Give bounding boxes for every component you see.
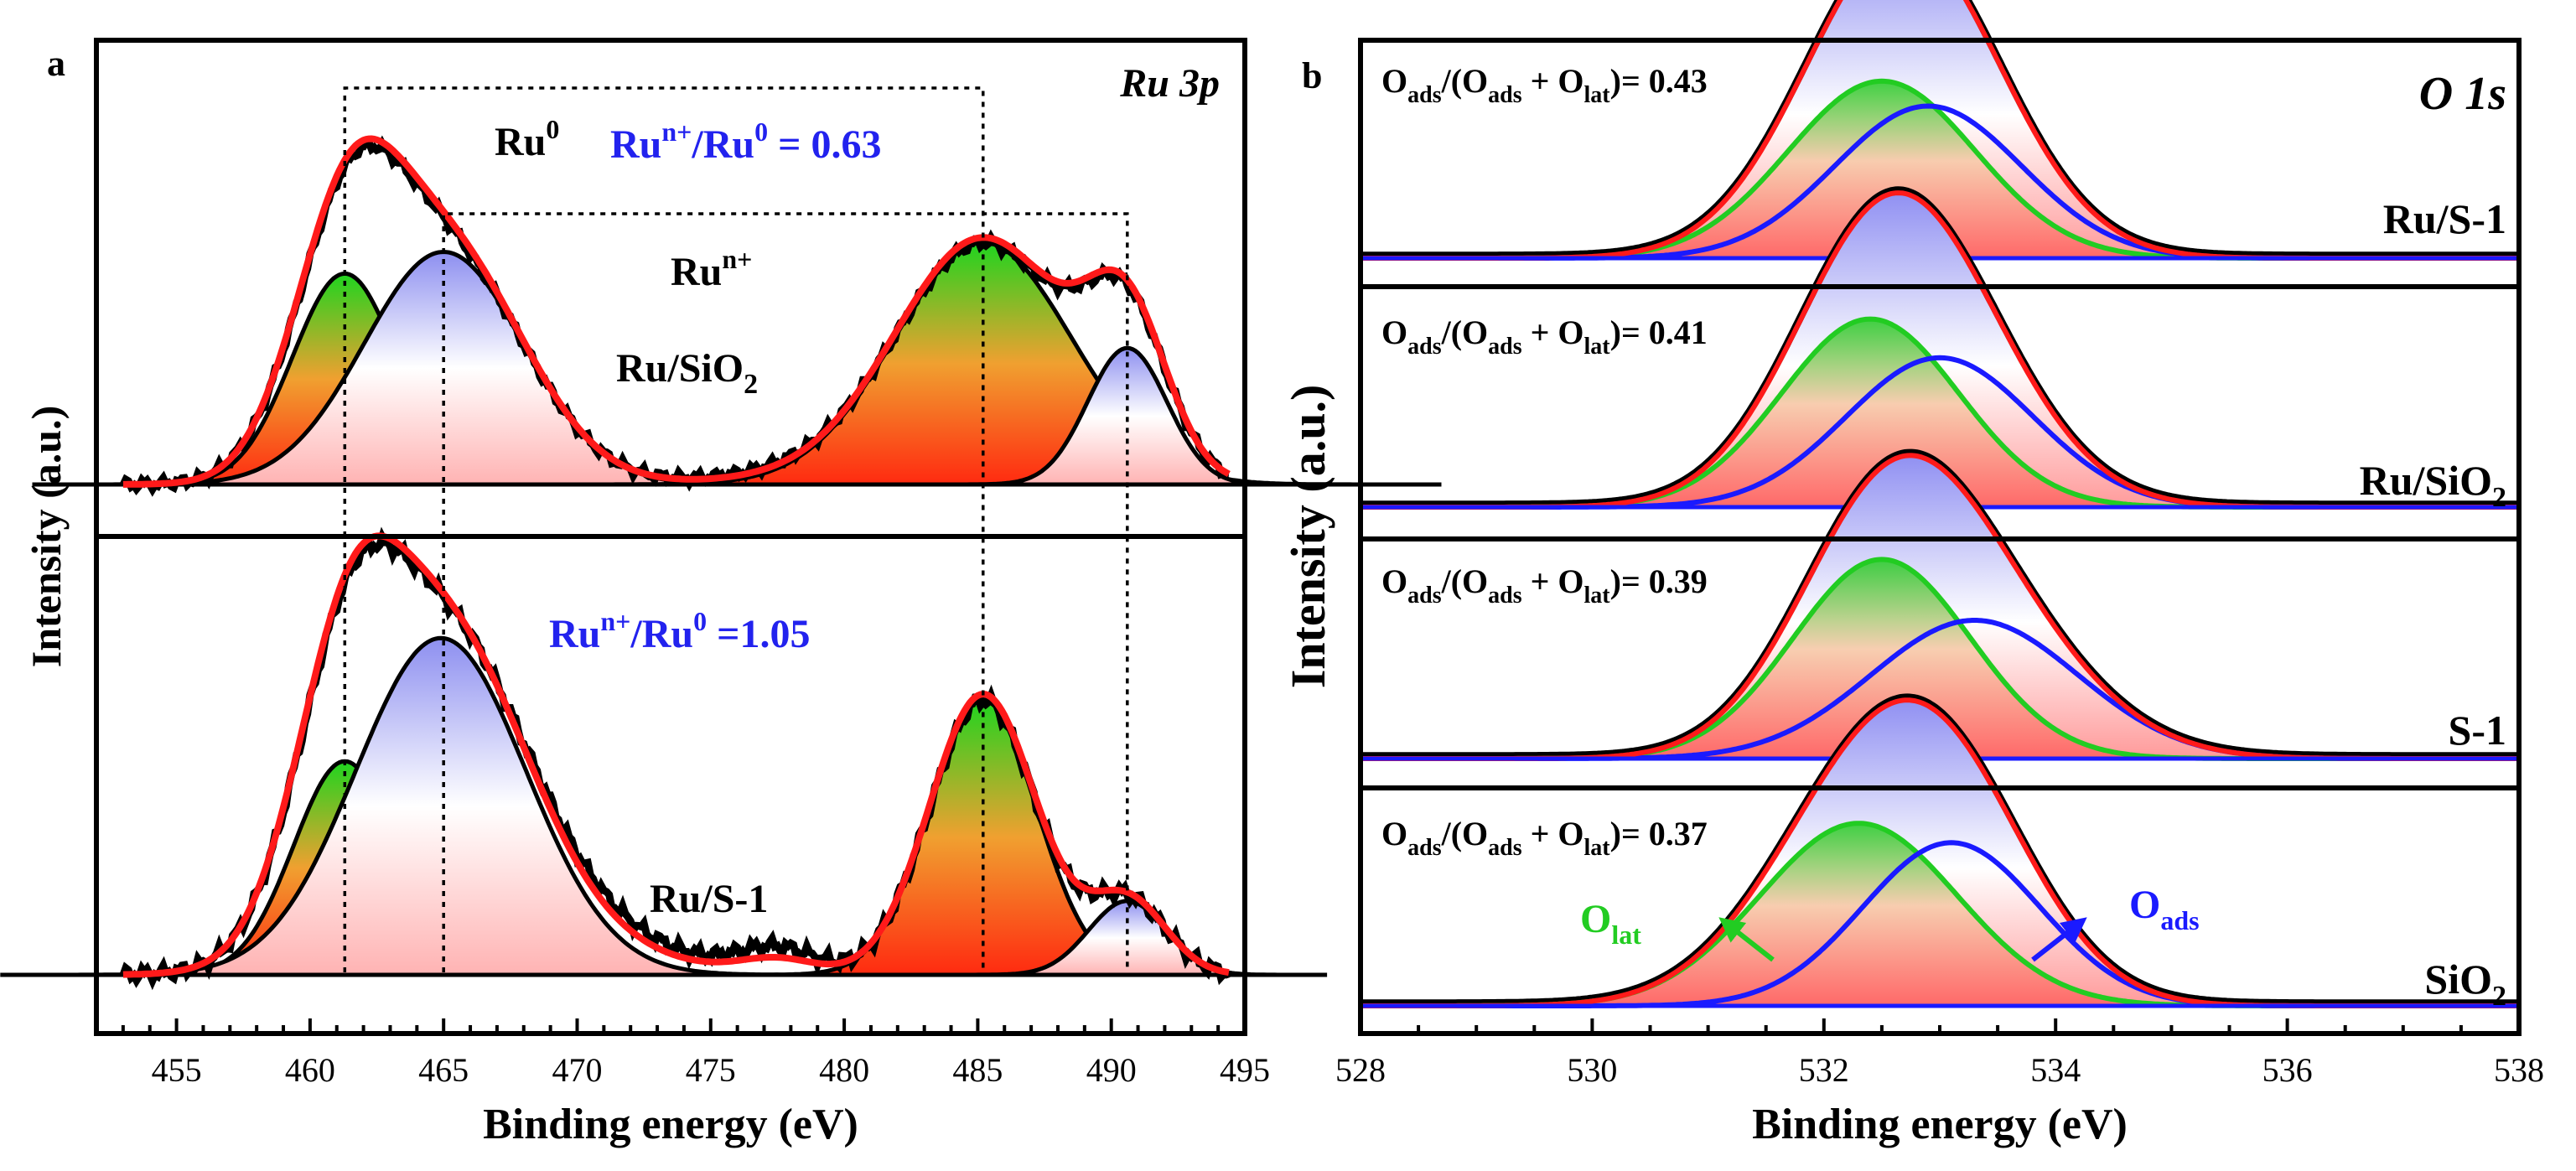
run-reference-line [442,212,1129,972]
ru0-reference-line [343,86,985,972]
o-lattice-fill [1476,80,2403,258]
ru3p-corner-label: Ru 3p [1119,61,1220,106]
o-lattice-fill [1476,559,2403,759]
x-tick-label: 530 [1567,1051,1617,1089]
ru3p-x-ticks: 455 460 465 470 475 480 485 490 495 [121,1018,1270,1089]
panel-b-letter: b [1302,55,1322,96]
x-tick-label: 465 [418,1051,469,1089]
x-tick-label: 538 [2494,1051,2544,1089]
o-lattice-fill [1476,319,2403,507]
o1s-x-ticks: 528 530 532 534 536 538 [1335,1018,2544,1089]
x-tick-label: 490 [1086,1051,1137,1089]
ru3p-reference-lines [343,86,1129,972]
o1s-labels: Oads/(Oads + Olat)= 0.43 Ru/S-1 Oads/(Oads… [1381,62,2506,1012]
upper-sample-label: Ru/SiO2 [616,346,758,400]
x-tick-label: 495 [1220,1051,1270,1089]
olat-label: Olat [1580,897,1641,950]
x-tick-label: 455 [152,1051,202,1089]
olat-arrow [1718,917,1775,962]
o1s-sample-label: Ru/SiO2 [2360,457,2506,513]
x-tick-label: 480 [819,1051,869,1089]
panel-b-x-axis-label: Binding energy (eV) [1752,1101,2128,1148]
fit-envelope-curve [122,135,1231,488]
oads-arrow [2031,917,2087,962]
lower-ratio-label: Run+/Ru0 =1.05 [549,606,810,656]
panel-b: 528 530 532 534 536 538 b O 1s Intensity (a.u… [1281,0,2544,1148]
panel-a-y-axis-label: Intensity (a.u.) [23,406,70,668]
panel-a: 455 460 465 470 475 480 485 490 495 a Ru 3p Inte… [0,38,1442,1148]
ru3p-upper-plot [32,135,1442,497]
panel-a-x-axis-label: Binding energy (eV) [483,1101,858,1148]
x-tick-label: 528 [1335,1051,1386,1089]
o1s-plots [1361,0,2519,1008]
o1s-sample-label: Ru/S-1 [2383,195,2506,242]
o1s-corner-label: O 1s [2419,68,2506,120]
o-lattice-fill [1476,823,2403,1006]
x-tick-label: 536 [2262,1051,2313,1089]
o1s-envelope-fill [1476,193,2403,507]
run-peak-label: Run+ [671,244,752,294]
ru-peak-component [0,635,882,977]
x-tick-label: 470 [552,1051,602,1089]
raw-data-curve [1361,0,2519,260]
lower-sample-label: Ru/S-1 [650,877,768,921]
fit-envelope-curve [122,532,1230,978]
x-tick-label: 475 [686,1051,736,1089]
panel-b-dividers [1361,284,2519,790]
o-ratio-label: Oads/(Oads + Olat)= 0.37 [1381,815,1708,861]
x-tick-label: 460 [285,1051,335,1089]
panel-a-letter: a [47,43,65,84]
ru3p-lower-plot [0,526,1328,991]
upper-ratio-label: Run+/Ru0 = 0.63 [610,117,881,167]
oads-label: Oads [2129,883,2200,935]
o1s-sample-label: S-1 [2449,707,2506,754]
o-ratio-label: Oads/(Oads + Olat)= 0.41 [1381,313,1708,360]
panel-b-y-axis-label: Intensity (a.u.) [1281,385,1335,689]
o1s-envelope-fill [1476,700,2403,1006]
ru0-peak-label: Ru0 [495,114,559,164]
o-ratio-label: Oads/(Oads + Olat)= 0.43 [1381,62,1708,108]
x-tick-label: 485 [952,1051,1003,1089]
x-tick-label: 534 [2030,1051,2081,1089]
o-ratio-label: Oads/(Oads + Olat)= 0.39 [1381,562,1708,609]
x-tick-label: 532 [1799,1051,1849,1089]
